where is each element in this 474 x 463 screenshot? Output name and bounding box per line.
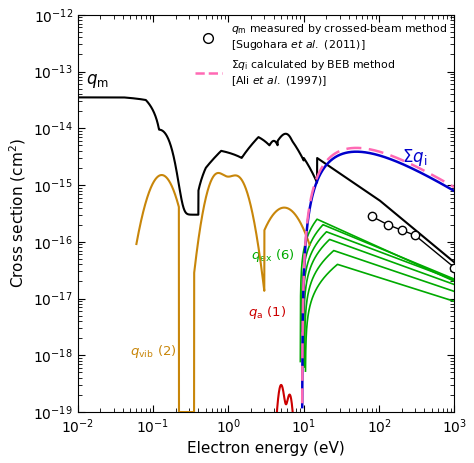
- Y-axis label: Cross section (cm$^2$): Cross section (cm$^2$): [7, 138, 27, 288]
- Text: $\Sigma q_\mathrm{i}$: $\Sigma q_\mathrm{i}$: [402, 147, 427, 169]
- Legend: $q_\mathrm{m}$ measured by crossed-beam method
[Sugohara $et\ al.$ (2011)], $\Si: $q_\mathrm{m}$ measured by crossed-beam …: [193, 20, 449, 90]
- Text: $q_\mathrm{a}\ (1)$: $q_\mathrm{a}\ (1)$: [247, 304, 286, 320]
- X-axis label: Electron energy (eV): Electron energy (eV): [187, 441, 345, 456]
- Text: $q_\mathrm{vib}\ (2)$: $q_\mathrm{vib}\ (2)$: [130, 343, 177, 360]
- Text: $q_\mathrm{m}$: $q_\mathrm{m}$: [86, 72, 109, 90]
- Text: $q_\mathrm{ex}\ (6)$: $q_\mathrm{ex}\ (6)$: [251, 247, 295, 264]
